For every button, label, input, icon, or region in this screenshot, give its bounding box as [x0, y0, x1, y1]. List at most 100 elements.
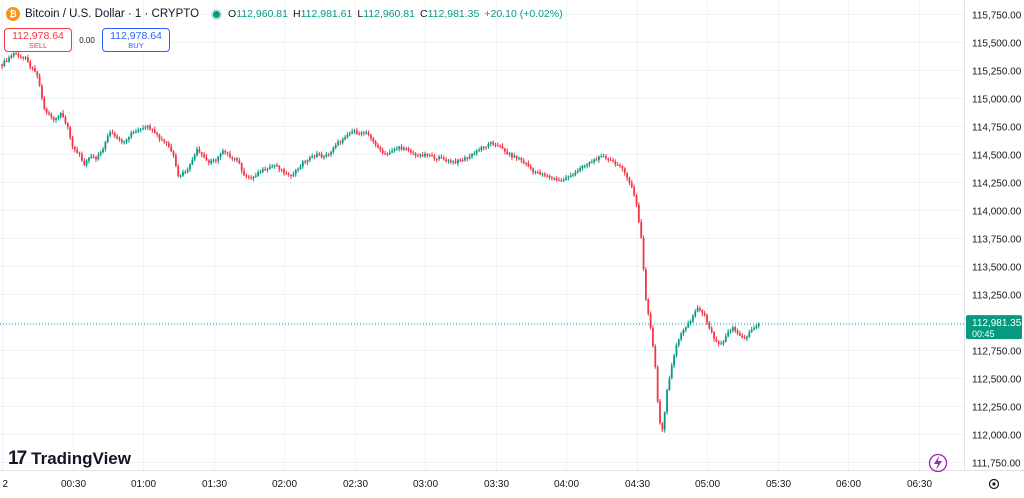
price-tick-label: 111,750.00 — [972, 459, 1021, 470]
candle-body — [529, 166, 532, 169]
candle-body — [104, 142, 107, 150]
candle-body — [731, 327, 734, 331]
candle-body — [247, 176, 250, 178]
sell-button[interactable]: 112,978.64 SELL — [4, 28, 72, 52]
candle-body — [412, 152, 415, 154]
sell-price: 112,978.64 — [12, 29, 64, 42]
candle-body — [144, 127, 147, 129]
candle-body — [673, 355, 675, 366]
candle-body — [480, 147, 483, 150]
candle-body — [36, 71, 39, 76]
candle-body — [645, 269, 647, 300]
candle-body — [649, 313, 652, 328]
candle-body — [123, 141, 126, 143]
candle-body — [348, 133, 351, 135]
time-tick-label: 00:30 — [61, 479, 86, 490]
candle-body — [722, 341, 725, 344]
sell-label: SELL — [28, 40, 48, 50]
ohlc-legend: O112,960.81 H112,981.61 L112,960.81 C112… — [228, 8, 563, 20]
candle-body — [19, 56, 22, 58]
candle-body — [449, 160, 452, 163]
candle-body — [710, 328, 713, 332]
symbol-title[interactable]: Bitcoin / U.S. Dollar · 1 · CRYPTO — [25, 8, 200, 20]
candle-body — [233, 158, 236, 160]
candle-body — [513, 155, 516, 158]
candle-body — [264, 169, 267, 171]
time-tick-label: 06:00 — [836, 479, 861, 490]
candle-body — [158, 134, 161, 140]
candle-body — [52, 117, 55, 120]
candle-body — [612, 160, 614, 162]
candle-body — [633, 187, 636, 196]
candle-body — [565, 178, 567, 181]
candle-body — [701, 310, 704, 314]
candle-body — [602, 156, 605, 158]
candle-body — [393, 149, 396, 152]
candle-body — [186, 169, 189, 172]
candle-body — [428, 155, 431, 157]
candle-body — [189, 164, 191, 170]
candle-body — [165, 141, 168, 144]
candle-body — [746, 336, 748, 339]
candle-body — [623, 168, 626, 174]
buy-price: 112,978.64 — [110, 29, 162, 42]
candle-body — [560, 180, 563, 182]
candle-body — [388, 152, 391, 155]
candle-body — [652, 327, 654, 347]
candle-body — [419, 154, 422, 156]
candle-body — [626, 173, 628, 178]
candle-body — [736, 330, 739, 334]
candle-body — [109, 132, 111, 137]
candle-body — [489, 142, 492, 144]
tradingview-logo[interactable]: 17 TradingView — [8, 448, 131, 470]
open-value: 112,960.81 — [236, 8, 288, 20]
candle-body — [360, 132, 363, 135]
candle-body — [753, 328, 755, 330]
candle-body — [273, 165, 276, 167]
candle-body — [311, 156, 314, 158]
candle-body — [163, 140, 166, 142]
candle-body — [511, 153, 513, 158]
time-tick-label: 04:30 — [625, 479, 650, 490]
time-tick-label: 2 — [3, 479, 9, 490]
candle-body — [424, 154, 426, 157]
close-label: C — [420, 8, 428, 20]
candle-body — [73, 146, 76, 150]
candle-body — [243, 170, 245, 176]
candle-body — [64, 117, 67, 124]
time-axis[interactable]: 2 00:30 01:00 01:30 02:00 02:30 03:00 03:30 04:0… — [0, 470, 1024, 491]
candle-body — [607, 158, 610, 160]
candle-body — [421, 154, 424, 157]
candle-body — [574, 172, 577, 176]
candle-body — [729, 330, 732, 332]
candle-body — [130, 132, 133, 138]
candle-body — [269, 166, 271, 169]
candle-body — [515, 155, 518, 159]
buy-button[interactable]: 112,978.64 BUY — [102, 28, 170, 52]
price-tick-label: 115,500.00 — [972, 39, 1022, 50]
candle-body — [259, 171, 262, 173]
candle-body — [739, 333, 741, 336]
low-value: 112,960.81 — [363, 8, 415, 20]
candle-body — [313, 156, 316, 158]
candle-body — [299, 166, 302, 169]
price-tick-label: 115,000.00 — [972, 95, 1022, 106]
candle-body — [494, 144, 497, 146]
candle-body — [177, 166, 180, 177]
candle-body — [15, 53, 17, 55]
candle-body — [113, 133, 116, 137]
market-status-icon[interactable] — [213, 10, 221, 18]
candle-body — [680, 333, 683, 340]
candle-body — [715, 338, 718, 342]
chart-grid — [0, 0, 964, 470]
candle-body — [229, 153, 231, 158]
price-axis[interactable]: 115,750.00 115,500.00 115,250.00 115,000.00… — [964, 0, 1024, 498]
time-tick-label: 04:00 — [554, 479, 579, 490]
candle-body — [83, 160, 86, 165]
candle-body — [579, 168, 581, 171]
candle-body — [139, 129, 142, 131]
candle-body — [635, 195, 638, 205]
candle-body — [677, 339, 680, 345]
low-label: L — [357, 8, 364, 20]
